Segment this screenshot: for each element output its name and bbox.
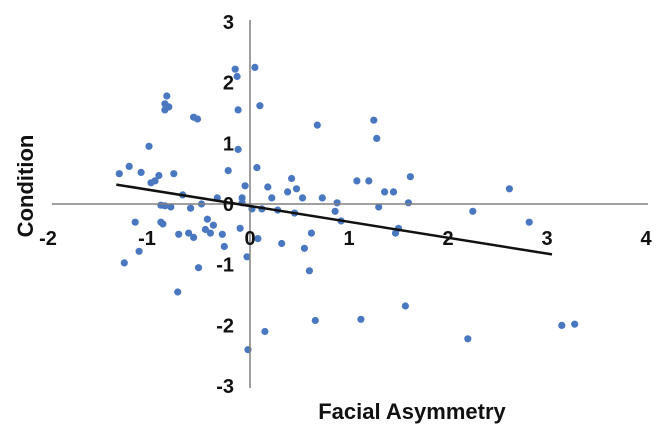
x-tick-label: 3 [541, 228, 552, 250]
data-point [381, 188, 389, 196]
data-point [163, 92, 171, 100]
data-point [288, 174, 296, 183]
x-tick-labels: -2 -1 0 1 2 3 4 [39, 228, 652, 250]
data-points [115, 63, 579, 354]
data-point [305, 267, 313, 275]
data-point [201, 225, 209, 234]
data-point [115, 170, 123, 178]
data-point [234, 145, 242, 153]
y-tick-labels: 3 2 1 0 -1 -2 -3 [216, 12, 234, 398]
data-point [131, 218, 139, 226]
data-point [125, 162, 133, 170]
data-point [155, 171, 163, 180]
data-point [558, 321, 566, 329]
x-tick-label: -1 [138, 228, 156, 250]
data-point [193, 115, 202, 123]
y-tick-label: 0 [223, 194, 234, 216]
data-point [234, 106, 242, 114]
data-point [464, 335, 472, 343]
data-point [278, 239, 286, 248]
data-point [218, 230, 226, 238]
data-point [170, 170, 178, 178]
data-point [251, 63, 259, 71]
y-tick-label: 3 [223, 12, 234, 34]
data-point [220, 242, 228, 251]
data-point [284, 188, 292, 196]
x-tick-label: -2 [39, 228, 57, 250]
data-point [300, 244, 308, 252]
data-point [268, 194, 276, 202]
data-point [571, 320, 579, 328]
x-tick-label: 2 [442, 228, 453, 250]
data-point [159, 220, 167, 228]
data-point [292, 185, 301, 193]
data-point [254, 235, 262, 243]
data-point [167, 203, 175, 211]
y-tick-label: -2 [216, 315, 234, 337]
data-point [331, 207, 339, 215]
data-point [406, 173, 414, 181]
data-point [469, 207, 477, 215]
data-point [365, 177, 373, 185]
data-point [333, 199, 341, 207]
data-point [318, 194, 326, 202]
data-point [307, 229, 315, 237]
data-point [190, 233, 198, 241]
data-point [401, 302, 409, 310]
data-point [145, 142, 153, 150]
data-point [404, 199, 412, 207]
x-tick-label: 1 [343, 228, 354, 250]
data-point [135, 247, 143, 255]
y-tick-label: -3 [216, 376, 234, 398]
data-point [120, 259, 128, 267]
data-point [389, 188, 398, 196]
data-point [231, 65, 239, 73]
data-point [357, 315, 365, 323]
x-tick-label: 0 [244, 228, 255, 250]
data-point [311, 316, 319, 325]
data-point [236, 224, 244, 232]
data-point [206, 229, 214, 237]
data-point [194, 264, 203, 272]
x-tick-label: 4 [640, 228, 652, 250]
y-tick-label: 2 [223, 73, 234, 95]
data-point [243, 253, 251, 261]
data-point [298, 194, 307, 202]
y-tick-label: -1 [216, 255, 234, 277]
trend-line [116, 183, 553, 256]
data-point [233, 72, 241, 81]
data-point [373, 134, 381, 142]
data-point [256, 102, 264, 110]
data-point [505, 185, 513, 193]
data-point [174, 288, 182, 296]
data-point [187, 204, 195, 212]
data-point [165, 103, 173, 111]
data-point [175, 230, 183, 238]
data-point [313, 121, 321, 129]
data-point [185, 229, 193, 237]
data-point [253, 164, 261, 172]
data-point [203, 215, 211, 223]
data-point [353, 177, 361, 185]
data-point [375, 203, 383, 211]
data-point [241, 182, 249, 190]
data-point [137, 168, 145, 176]
y-axis-title: Condition [13, 135, 38, 238]
data-point [264, 183, 272, 191]
data-point [261, 327, 269, 336]
data-point [525, 218, 533, 226]
x-axis-title: Facial Asymmetry [318, 399, 506, 424]
y-tick-label: 1 [223, 133, 234, 155]
data-point [224, 167, 232, 175]
axes [52, 20, 648, 388]
data-point [151, 177, 159, 185]
data-point [370, 116, 378, 124]
data-point [209, 221, 217, 229]
